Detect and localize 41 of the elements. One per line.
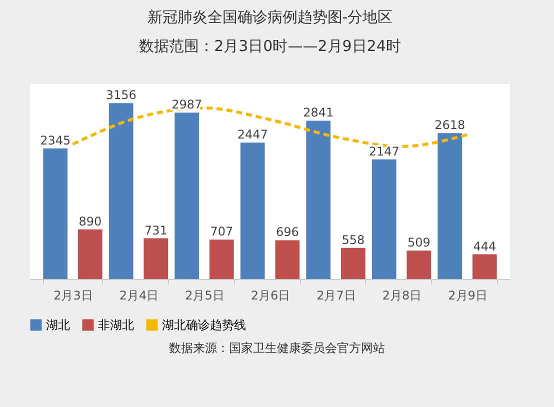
chart-title: 新冠肺炎全国确诊病例趋势图-分地区 <box>147 8 393 26</box>
x-tick-label: 2月4日 <box>119 288 159 302</box>
legend-label: 湖北 <box>46 318 70 332</box>
x-tick-label: 2月7日 <box>316 288 356 302</box>
bar <box>372 159 396 279</box>
bar <box>78 229 102 279</box>
data-label: 2987 <box>172 98 202 112</box>
bar <box>438 133 462 279</box>
data-label: 2447 <box>237 128 268 142</box>
data-label: 558 <box>342 232 365 247</box>
data-label: 2147 <box>368 144 400 158</box>
legend-label: 非湖北 <box>98 318 134 332</box>
bar <box>43 148 68 279</box>
data-label: 707 <box>210 224 234 239</box>
x-tick-label: 2月5日 <box>185 288 224 302</box>
x-tick-label: 2月9日 <box>448 288 488 302</box>
chart-subtitle: 数据范围：2月3日0时——2月9日24时 <box>139 37 401 55</box>
bar <box>174 112 200 279</box>
data-label: 2618 <box>434 118 466 132</box>
bar <box>472 254 497 279</box>
bar <box>240 142 265 279</box>
source-note: 数据来源：国家卫生健康委员会官方网站 <box>168 340 386 357</box>
legend-label: 湖北确诊趋势线 <box>162 318 246 332</box>
bar <box>275 240 300 279</box>
bar <box>340 248 366 279</box>
x-tick-label: 2月3日 <box>54 288 93 302</box>
data-label: 3156 <box>106 88 136 102</box>
data-label: 731 <box>144 223 168 238</box>
bar <box>209 240 234 279</box>
x-tick-label: 2月6日 <box>250 288 290 302</box>
bar <box>306 120 331 279</box>
data-label: 2841 <box>303 106 334 120</box>
data-label: 696 <box>276 225 299 240</box>
bar <box>144 238 168 279</box>
bar <box>406 250 432 279</box>
x-tick-label: 2月8日 <box>382 288 422 302</box>
data-label: 444 <box>473 239 496 254</box>
data-label: 2345 <box>40 133 71 148</box>
data-label: 509 <box>407 236 430 250</box>
data-label: 890 <box>78 214 102 228</box>
bar <box>108 103 134 279</box>
